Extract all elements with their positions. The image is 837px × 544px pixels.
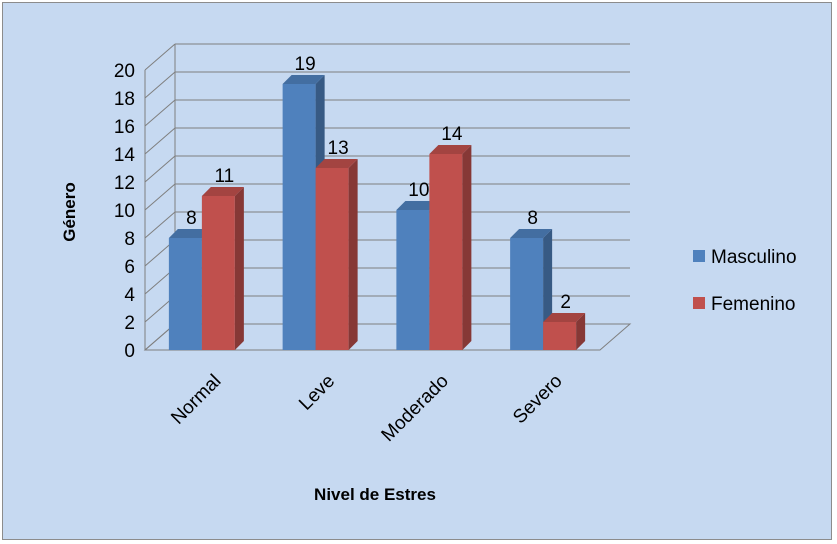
y-tick-label: 18	[114, 89, 135, 110]
gridline-side	[144, 71, 176, 99]
gridline-side	[144, 211, 176, 239]
data-label: 19	[295, 54, 316, 75]
gridline-side	[144, 155, 176, 183]
legend: Masculino Femenino	[693, 247, 797, 315]
bar-top	[201, 187, 244, 196]
legend-swatch-masculino	[693, 250, 705, 262]
bar-masculino-moderado	[396, 210, 430, 350]
y-tick-label: 12	[114, 173, 135, 194]
data-label: 8	[186, 208, 197, 229]
y-tick-label: 10	[114, 201, 135, 222]
legend-swatch-femenino	[693, 297, 705, 309]
x-axis-categories: Normal Leve Moderado Severo	[167, 371, 566, 446]
bar-side	[234, 187, 244, 350]
data-label: 10	[408, 180, 429, 201]
category-label-leve: Leve	[295, 371, 339, 415]
bar-side	[576, 313, 586, 350]
gridline-side	[144, 43, 176, 71]
legend-label-femenino: Femenino	[711, 294, 796, 315]
y-axis-ticks: 0 2 4 6 8 10 12 14 16 18 20	[114, 61, 136, 362]
bar-femenino-normal	[201, 196, 235, 350]
bar-femenino-leve	[315, 168, 349, 350]
y-tick-label: 4	[124, 285, 135, 306]
gridline-side	[144, 127, 176, 155]
bar-top	[282, 75, 325, 84]
legend-label-masculino: Masculino	[711, 247, 797, 268]
y-axis-title: Género	[60, 182, 79, 242]
data-labels: 8 11 19 13 10 14 8 2	[186, 54, 571, 313]
bar-top	[429, 145, 472, 154]
category-label-severo: Severo	[509, 371, 566, 428]
bar-side	[462, 145, 472, 350]
y-tick-label: 16	[114, 117, 135, 138]
bar-masculino-severo	[510, 238, 544, 350]
bar-top	[396, 201, 439, 210]
bar-femenino-severo	[543, 322, 577, 350]
bar-masculino-leve	[282, 84, 316, 350]
gridline-side	[144, 183, 176, 211]
data-label: 11	[215, 166, 235, 187]
y-tick-label: 2	[124, 313, 135, 334]
data-label: 8	[527, 208, 538, 229]
bar-top	[315, 159, 358, 168]
bars	[168, 75, 586, 350]
data-label: 13	[328, 138, 349, 159]
gridline-side	[144, 99, 176, 127]
y-tick-label: 0	[124, 341, 135, 362]
y-tick-label: 6	[124, 257, 135, 278]
x-axis-title: Nivel de Estres	[314, 485, 436, 504]
y-tick-label: 20	[114, 61, 135, 82]
bar-side	[348, 159, 358, 350]
category-label-moderado: Moderado	[378, 371, 453, 446]
bar-top	[168, 229, 211, 238]
y-tick-label: 14	[114, 145, 136, 166]
bar-masculino-normal	[168, 238, 202, 350]
y-tick-label: 8	[124, 229, 135, 250]
data-label: 2	[560, 292, 571, 313]
bar-top	[510, 229, 553, 238]
bar-top	[543, 313, 586, 322]
bar-femenino-moderado	[429, 154, 463, 350]
data-label: 14	[441, 124, 463, 145]
category-label-normal: Normal	[167, 371, 225, 429]
